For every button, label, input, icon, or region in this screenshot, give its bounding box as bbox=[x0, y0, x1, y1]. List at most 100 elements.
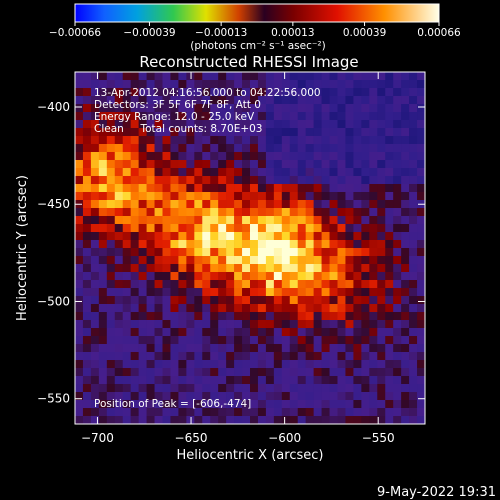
heatmap-cell bbox=[281, 320, 291, 329]
heatmap-cell bbox=[82, 216, 92, 225]
heatmap-cell bbox=[409, 136, 418, 145]
heatmap-cell bbox=[130, 280, 139, 289]
heatmap-cell bbox=[409, 144, 418, 153]
heatmap-cell bbox=[138, 208, 147, 217]
heatmap-cell bbox=[90, 72, 100, 81]
heatmap-cell bbox=[154, 360, 163, 369]
heatmap-cell bbox=[194, 144, 203, 153]
heatmap-cell bbox=[345, 200, 354, 209]
heatmap-cell bbox=[337, 232, 346, 241]
heatmap-cell bbox=[218, 144, 227, 153]
heatmap-cell bbox=[297, 120, 306, 129]
heatmap-cell bbox=[257, 176, 267, 185]
heatmap-cell bbox=[337, 96, 346, 105]
heatmap-cell bbox=[122, 112, 131, 121]
heatmap-cell bbox=[401, 392, 410, 401]
heatmap-cell bbox=[409, 280, 418, 289]
heatmap-cell bbox=[194, 168, 203, 177]
heatmap-cell bbox=[146, 184, 155, 193]
heatmap-cell bbox=[329, 312, 338, 321]
heatmap-cell bbox=[234, 304, 243, 313]
heatmap-cell bbox=[393, 400, 402, 409]
heatmap-cell bbox=[257, 384, 267, 393]
heatmap-cell bbox=[289, 184, 299, 193]
heatmap-cell bbox=[297, 72, 306, 81]
heatmap-cell bbox=[409, 416, 418, 425]
heatmap-cell bbox=[218, 296, 227, 305]
heatmap-cell bbox=[377, 328, 386, 337]
heatmap-cell bbox=[130, 392, 139, 401]
heatmap-cell bbox=[98, 368, 108, 377]
heatmap-cell bbox=[146, 264, 155, 273]
heatmap-cell bbox=[98, 152, 108, 161]
heatmap-cell bbox=[345, 256, 354, 265]
heatmap-cell bbox=[297, 160, 306, 169]
heatmap-cell bbox=[273, 392, 283, 401]
heatmap-cell bbox=[353, 152, 362, 161]
heatmap-cell bbox=[194, 264, 203, 273]
heatmap-cell bbox=[281, 72, 291, 81]
heatmap-cell bbox=[377, 248, 386, 257]
heatmap-cell bbox=[226, 312, 235, 321]
heatmap-cell bbox=[242, 256, 251, 265]
heatmap-cell bbox=[202, 72, 211, 81]
heatmap-cell bbox=[114, 176, 124, 185]
heatmap-cell bbox=[202, 224, 211, 233]
heatmap-cell bbox=[401, 112, 410, 121]
heatmap-cell bbox=[122, 272, 131, 281]
heatmap-cell bbox=[353, 232, 362, 241]
heatmap-cell bbox=[162, 152, 171, 161]
heatmap-cell bbox=[417, 304, 426, 313]
heatmap-cell bbox=[377, 144, 386, 153]
heatmap-cell bbox=[281, 264, 291, 273]
heatmap-cell bbox=[321, 296, 330, 305]
heatmap-cell bbox=[250, 200, 259, 209]
heatmap-cell bbox=[409, 120, 418, 129]
heatmap-cell bbox=[194, 352, 203, 361]
heatmap-cell bbox=[242, 328, 251, 337]
heatmap-cell bbox=[186, 264, 195, 273]
heatmap-cell bbox=[242, 304, 251, 313]
heatmap-cell bbox=[329, 120, 338, 129]
heatmap-cell bbox=[122, 168, 131, 177]
heatmap-cell bbox=[98, 104, 108, 113]
heatmap-cell bbox=[114, 168, 124, 177]
heatmap-cell bbox=[194, 304, 203, 313]
heatmap-cell bbox=[313, 416, 322, 425]
heatmap-cell bbox=[369, 192, 378, 201]
heatmap-cell bbox=[393, 136, 402, 145]
heatmap-cell bbox=[353, 104, 362, 113]
heatmap-cell bbox=[154, 304, 163, 313]
heatmap-cell bbox=[289, 208, 299, 217]
heatmap-cell bbox=[90, 304, 100, 313]
heatmap-cell bbox=[170, 120, 179, 129]
heatmap-cell bbox=[265, 248, 275, 257]
heatmap-cell bbox=[313, 224, 322, 233]
heatmap-cell bbox=[409, 408, 418, 417]
heatmap-cell bbox=[162, 144, 171, 153]
heatmap-cell bbox=[361, 352, 370, 361]
heatmap-cell bbox=[186, 288, 195, 297]
colorbar-unit-label: (photons cm⁻² s⁻¹ asec⁻²) bbox=[190, 40, 325, 52]
heatmap-cell bbox=[75, 272, 84, 281]
heatmap-cell bbox=[178, 160, 187, 169]
heatmap-cell bbox=[114, 344, 124, 353]
heatmap-cell bbox=[178, 336, 187, 345]
heatmap-cell bbox=[194, 208, 203, 217]
heatmap-cell bbox=[234, 216, 243, 225]
heatmap-cell bbox=[170, 344, 179, 353]
heatmap-cell bbox=[345, 168, 354, 177]
heatmap-cell bbox=[210, 376, 219, 385]
heatmap-cell bbox=[337, 104, 346, 113]
heatmap-cell bbox=[98, 200, 108, 209]
heatmap-cell bbox=[329, 200, 338, 209]
heatmap-cell bbox=[345, 152, 354, 161]
heatmap-cell bbox=[242, 232, 251, 241]
heatmap-cell bbox=[226, 416, 235, 425]
heatmap-cell bbox=[98, 392, 108, 401]
heatmap-cell bbox=[401, 176, 410, 185]
heatmap-cell bbox=[130, 248, 139, 257]
heatmap-cell bbox=[178, 152, 187, 161]
heatmap-cell bbox=[130, 208, 139, 217]
heatmap-cell bbox=[194, 152, 203, 161]
